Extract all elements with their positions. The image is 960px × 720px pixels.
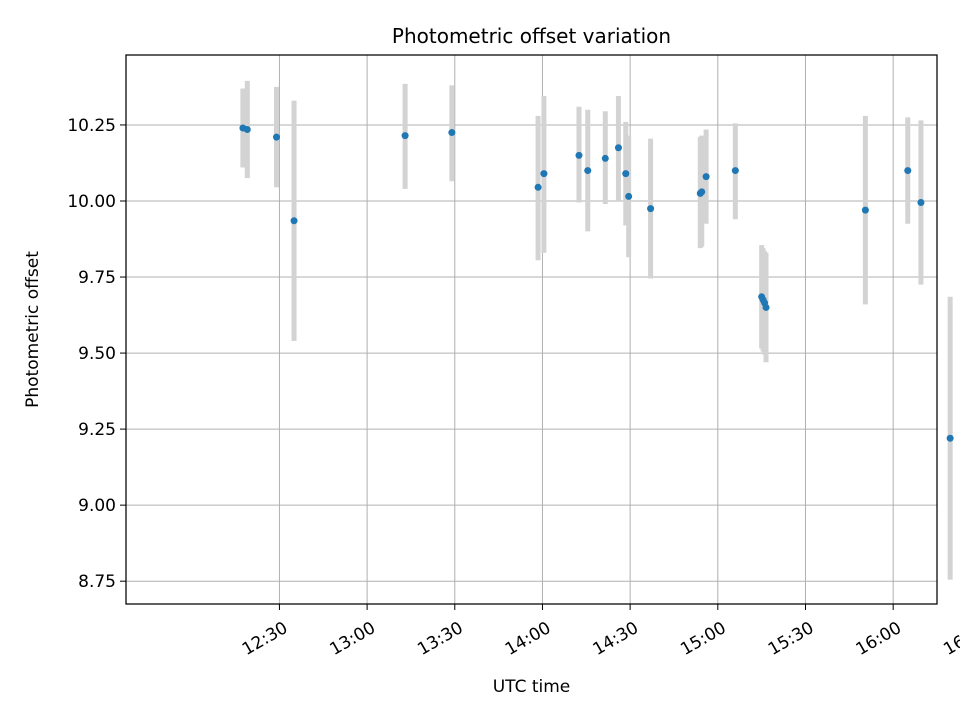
x-tick-label: 15:30 — [765, 618, 817, 660]
y-tick-label: 9.75 — [78, 268, 116, 288]
data-point — [647, 205, 655, 213]
y-tick-label: 9.50 — [78, 344, 116, 364]
y-tick-label: 10.25 — [67, 116, 116, 136]
data-point — [243, 126, 251, 134]
x-tick-label: 13:30 — [414, 618, 466, 660]
data-point — [731, 167, 739, 175]
x-tick-label: 15:00 — [677, 618, 729, 660]
data-point — [698, 188, 706, 196]
data-point — [762, 303, 770, 311]
data-point — [448, 129, 456, 137]
plot-frame — [125, 54, 938, 605]
chart-title: Photometric offset variation — [392, 24, 671, 48]
x-tick-label: 13:00 — [327, 618, 379, 660]
data-point — [534, 183, 542, 191]
data-point — [290, 217, 298, 225]
data-point — [540, 170, 548, 178]
data-point — [917, 199, 925, 207]
y-tick-label: 10.00 — [67, 192, 116, 212]
data-point — [401, 132, 409, 140]
y-tick-label: 9.00 — [78, 496, 116, 516]
x-tick-label: 12:30 — [239, 618, 291, 660]
y-tick-label: 9.25 — [78, 420, 116, 440]
data-point — [575, 151, 583, 159]
grid-layer — [126, 55, 937, 604]
data-point — [861, 206, 869, 214]
x-tick-label: 14:00 — [502, 618, 554, 660]
x-tick-label: 14:30 — [590, 618, 642, 660]
data-point — [584, 167, 592, 175]
data-point — [273, 133, 281, 141]
y-tick-label: 8.75 — [78, 572, 116, 592]
data-point — [614, 144, 622, 152]
data-point — [702, 173, 710, 181]
data-point — [622, 170, 630, 178]
x-axis-label: UTC time — [493, 677, 571, 697]
x-tick-label: 16:30 — [940, 618, 960, 660]
data-point — [904, 167, 912, 175]
x-tick-label: 16:00 — [853, 618, 905, 660]
point-layer — [239, 124, 954, 442]
tick-layer: 12:30 13:00 13:30 14:00 14:30 15:00 15:30 16:00… — [67, 116, 960, 660]
data-point — [625, 192, 633, 200]
y-axis-label: Photometric offset — [23, 251, 43, 408]
data-point — [946, 434, 954, 442]
data-point — [601, 154, 609, 162]
